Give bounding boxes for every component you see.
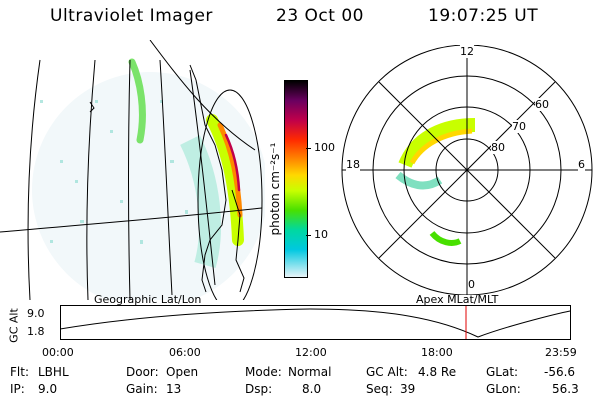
altitude-ytick-9: 9.0	[27, 307, 45, 320]
lat-label-80: 80	[491, 141, 505, 154]
dsp-value: 8.0	[302, 382, 322, 396]
flt-label: Flt:	[10, 365, 29, 379]
colorbar-tick-10-mark	[306, 235, 311, 236]
glat-value: -56.6	[544, 365, 576, 379]
xtick-0000: 00:00	[42, 346, 74, 359]
xtick-2359: 23:59	[545, 346, 577, 359]
xtick-1200: 12:00	[295, 346, 327, 359]
instrument-title: Ultraviolet Imager	[50, 6, 213, 26]
flt-value: LBHL	[38, 365, 69, 379]
door-value: Open	[166, 365, 199, 379]
aurora-oval	[395, 118, 476, 246]
altitude-ylabel: GC Alt	[7, 308, 21, 343]
coastline-2	[231, 189, 245, 293]
altitude-plot-frame	[60, 305, 571, 340]
lat-label-60: 60	[535, 98, 549, 111]
aurora-arc-west	[128, 58, 146, 144]
xtick-1800: 18:00	[421, 346, 453, 359]
color-bar	[284, 80, 308, 278]
gcalt-label: GC Alt:	[366, 365, 408, 379]
aurora-arc-east-core	[217, 122, 243, 218]
seq-value: 39	[400, 382, 416, 396]
mode-value: Normal	[288, 365, 332, 379]
mode-label: Mode:	[245, 365, 282, 379]
apex-label: Apex MLat/MLT	[416, 293, 499, 306]
colorbar-tick-100-mark	[306, 148, 311, 149]
aurora-arc-east	[206, 114, 244, 246]
time-label: 19:07:25 UT	[428, 6, 539, 26]
mlt-label-6: 6	[578, 158, 585, 171]
lat-label-70: 70	[512, 120, 526, 133]
geographic-map	[0, 40, 265, 300]
altitude-ytick-1-8: 1.8	[27, 325, 45, 338]
gain-label: Gain:	[126, 382, 158, 396]
gain-value: 13	[166, 382, 182, 396]
coastline	[189, 64, 227, 293]
ip-value: 9.0	[38, 382, 58, 396]
date-label: 23 Oct 00	[276, 6, 364, 26]
colorbar-tick-100: 100	[314, 141, 335, 154]
glon-value: 56.3	[552, 382, 579, 396]
glon-label: GLon:	[486, 382, 521, 396]
mlt-label-0: 0	[468, 278, 475, 291]
mlt-label-18: 18	[346, 158, 360, 171]
aurora-arc-east-peak	[224, 133, 241, 192]
glat-label: GLat:	[486, 365, 519, 379]
polar-plot	[341, 45, 593, 295]
lat-lon-grid	[0, 40, 263, 300]
altitude-curve	[60, 308, 571, 338]
seq-label: Seq:	[366, 382, 393, 396]
aurora-diffuse	[180, 135, 221, 269]
mlt-label-12: 12	[460, 45, 474, 58]
gcalt-value: 4.8 Re	[418, 365, 457, 379]
xtick-0600: 06:00	[169, 346, 201, 359]
dsp-label: Dsp:	[245, 382, 273, 396]
colorbar-unit-label: photon cm⁻²s⁻¹	[268, 142, 282, 236]
door-label: Door:	[126, 365, 159, 379]
noise-speckle	[40, 100, 188, 244]
polar-grid	[341, 45, 593, 295]
altitude-plot	[60, 305, 571, 340]
ip-label: IP:	[10, 382, 25, 396]
geographic-label: Geographic Lat/Lon	[94, 293, 202, 306]
colorbar-tick-10: 10	[314, 228, 328, 241]
island-marker	[89, 101, 95, 113]
